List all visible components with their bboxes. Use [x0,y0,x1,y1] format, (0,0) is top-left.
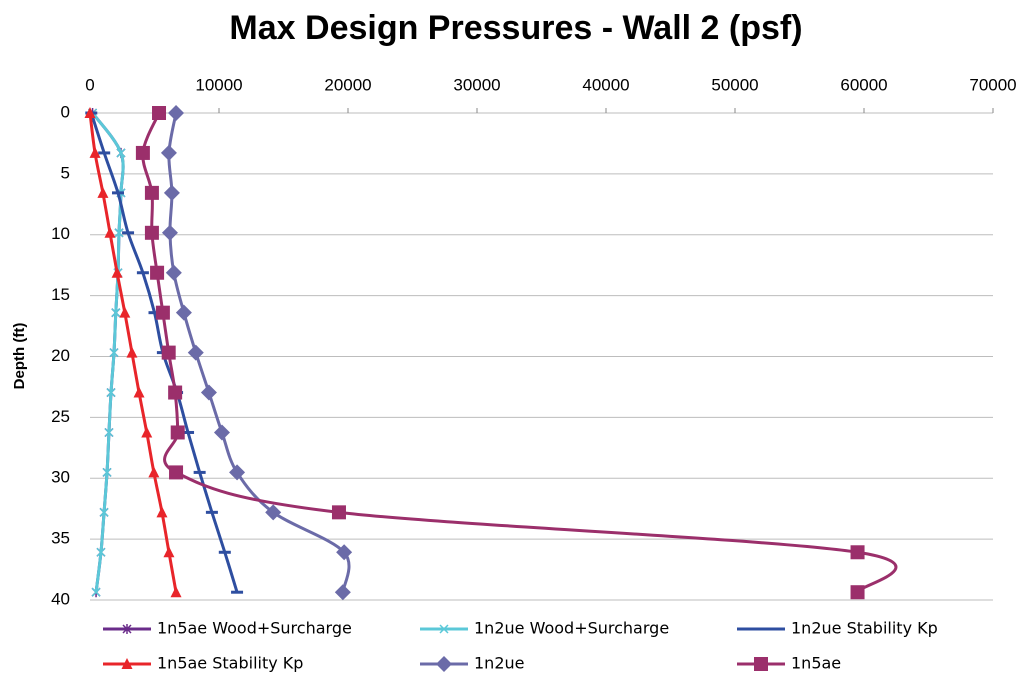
marker [168,385,183,400]
marker [109,348,119,358]
marker [163,546,175,558]
marker [754,657,768,671]
y-tick-label: 40 [51,589,70,608]
chart-title: Max Design Pressures - Wall 2 (psf) [229,9,802,47]
marker [213,424,230,441]
marker [161,345,176,360]
marker [121,658,133,669]
marker [165,264,182,281]
x-tick-label: 50000 [711,75,758,94]
y-tick-label: 5 [61,163,70,182]
marker [163,184,180,201]
marker [170,425,185,440]
y-tick-label: 15 [51,285,70,304]
y-tick-label: 10 [51,224,70,243]
marker [229,464,246,481]
marker [111,266,123,278]
marker [175,304,192,321]
marker [99,507,109,517]
y-tick-label: 25 [51,407,70,426]
marker [126,346,138,358]
y-axis-label: Depth (ft) [11,323,28,390]
legend-label: 1n5ae [791,654,841,673]
x-tick-label: 40000 [582,75,629,94]
x-tick-label: 10000 [195,75,242,94]
y-tick-label: 30 [51,468,70,487]
marker [116,148,126,158]
y-tick-label: 0 [61,102,70,121]
series-line [91,112,125,593]
marker [439,624,449,634]
marker [122,624,132,634]
marker [133,386,145,398]
marker [850,585,865,600]
series [88,108,126,598]
x-tick-label: 30000 [453,75,500,94]
legend-label: 1n2ue Stability Kp [791,619,938,638]
marker [91,587,101,597]
marker [156,506,168,518]
marker [135,145,150,160]
marker [141,426,153,438]
marker [155,305,170,320]
marker [148,466,160,478]
marker [104,427,114,438]
marker [169,465,184,480]
legend-label: 1n2ue [474,654,524,673]
marker [111,308,121,318]
marker [168,105,185,121]
marker [150,265,165,280]
marker [89,146,101,158]
marker [187,344,204,361]
marker [336,544,353,561]
series-line [141,112,898,594]
marker [331,505,346,520]
marker [161,224,178,241]
y-tick-label: 20 [51,346,70,365]
marker [96,547,106,557]
series [160,105,353,601]
x-tick-label: 60000 [840,75,887,94]
series [84,107,182,598]
marker [170,586,182,598]
series [135,106,898,600]
legend-label: 1n2ue Wood+Surcharge [474,619,669,638]
marker [850,545,865,560]
marker [200,384,217,401]
y-tick-label: 35 [51,529,70,548]
series-line [91,112,125,593]
marker [104,226,116,238]
marker [102,467,112,477]
marker [84,107,96,118]
marker [97,186,109,198]
x-tick-label: 0 [85,75,94,94]
marker [119,306,131,318]
legend-label: 1n5ae Wood+Surcharge [157,619,352,638]
marker [436,656,452,672]
x-tick-label: 70000 [969,75,1016,94]
marker [144,225,159,240]
marker [160,144,177,161]
marker [114,228,124,238]
marker [265,504,282,521]
marker [334,584,351,601]
legend-label: 1n5ae Stability Kp [157,654,303,673]
x-tick-label: 20000 [324,75,371,94]
series [88,108,126,597]
marker [106,388,116,398]
marker [144,185,159,200]
marker [152,106,167,120]
